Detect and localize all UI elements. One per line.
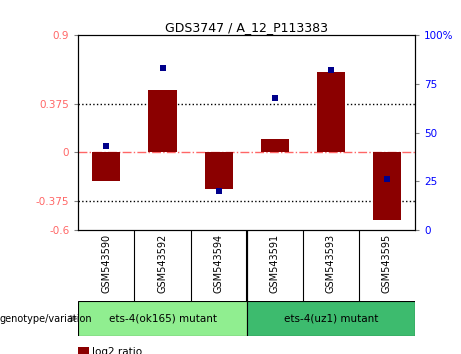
Bar xyxy=(148,90,177,152)
Text: GSM543594: GSM543594 xyxy=(213,234,224,293)
Text: log2 ratio: log2 ratio xyxy=(92,347,142,354)
Text: genotype/variation: genotype/variation xyxy=(0,314,93,324)
Text: ets-4(uz1) mutant: ets-4(uz1) mutant xyxy=(284,314,378,324)
Bar xyxy=(205,152,233,189)
Bar xyxy=(92,152,120,181)
Bar xyxy=(373,152,401,220)
Bar xyxy=(317,72,345,152)
Title: GDS3747 / A_12_P113383: GDS3747 / A_12_P113383 xyxy=(165,21,328,34)
Text: GSM543591: GSM543591 xyxy=(270,234,280,293)
Text: GSM543593: GSM543593 xyxy=(326,234,336,293)
Bar xyxy=(78,301,247,336)
Text: ets-4(ok165) mutant: ets-4(ok165) mutant xyxy=(108,314,217,324)
Text: GSM543590: GSM543590 xyxy=(101,234,112,293)
Text: GSM543595: GSM543595 xyxy=(382,234,392,293)
Text: GSM543592: GSM543592 xyxy=(158,234,167,293)
Bar xyxy=(78,347,89,354)
Bar xyxy=(247,301,415,336)
Bar xyxy=(260,139,289,152)
